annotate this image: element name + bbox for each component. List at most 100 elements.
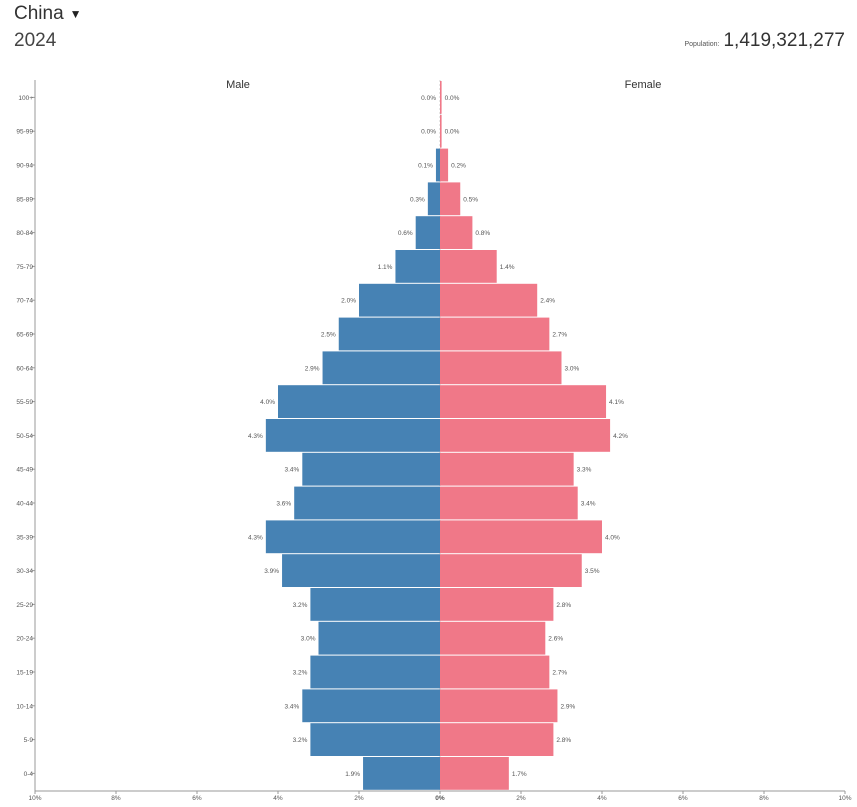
age-group-label: 45-49	[16, 467, 33, 474]
male-bar	[395, 250, 440, 283]
male-value-label: 0.1%	[418, 163, 433, 170]
male-value-label: 3.2%	[293, 670, 308, 677]
country-name: China	[14, 3, 64, 24]
age-group-label: 85-89	[16, 196, 33, 203]
male-value-label: 3.0%	[301, 636, 316, 643]
male-value-label: 0.6%	[398, 230, 413, 237]
male-bar	[278, 385, 440, 418]
age-group-label: 5-9	[24, 737, 34, 744]
female-value-label: 3.4%	[581, 501, 596, 508]
age-group-label: 40-44	[16, 501, 33, 508]
female-value-label: 4.1%	[609, 399, 624, 406]
female-value-label: 4.0%	[605, 534, 620, 541]
female-bar	[440, 385, 607, 418]
male-label: Male	[226, 79, 250, 91]
male-value-label: 3.9%	[264, 568, 279, 575]
female-label: Female	[625, 79, 662, 91]
female-bar	[440, 114, 442, 148]
female-value-label: 2.8%	[556, 737, 571, 744]
male-bar	[338, 317, 440, 351]
female-value-label: 0.0%	[445, 95, 460, 102]
x-tick-label: 10%	[838, 795, 851, 802]
male-bar	[310, 655, 440, 689]
age-group-label: 90-94	[16, 163, 33, 170]
female-value-label: 3.5%	[585, 568, 600, 575]
female-bar	[440, 554, 582, 587]
x-tick-label: 4%	[273, 795, 283, 802]
male-bar	[322, 351, 440, 385]
male-bar	[302, 452, 440, 486]
male-value-label: 3.4%	[284, 467, 299, 474]
male-value-label: 4.3%	[248, 433, 263, 440]
female-value-label: 3.3%	[577, 467, 592, 474]
female-value-label: 3.0%	[565, 365, 580, 372]
male-bar	[265, 520, 440, 554]
male-value-label: 4.3%	[248, 534, 263, 541]
population-value: 1,419,321,277	[723, 30, 845, 51]
female-bar	[440, 182, 461, 216]
female-value-label: 4.2%	[613, 433, 628, 440]
age-group-label: 70-74	[16, 298, 33, 305]
male-value-label: 0.0%	[421, 129, 436, 136]
male-value-label: 3.4%	[284, 703, 299, 710]
male-value-label: 2.0%	[341, 298, 356, 305]
male-bar	[302, 689, 440, 723]
female-value-label: 0.0%	[445, 129, 460, 136]
x-tick-label: 2%	[354, 795, 364, 802]
age-group-label: 95-99	[16, 129, 33, 136]
female-value-label: 2.8%	[556, 602, 571, 609]
male-bar	[294, 486, 440, 520]
female-bar	[440, 81, 442, 114]
age-group-label: 15-19	[16, 670, 33, 677]
male-bar	[359, 283, 440, 317]
x-tick-label: 0%	[435, 795, 445, 802]
female-value-label: 2.7%	[552, 670, 567, 677]
female-value-label: 2.7%	[552, 332, 567, 339]
male-bar	[310, 723, 440, 756]
female-bar	[440, 689, 558, 723]
dropdown-caret-icon[interactable]: ▼	[69, 7, 82, 21]
population-label: Population:	[684, 41, 720, 48]
male-value-label: 0.0%	[421, 95, 436, 102]
female-bar	[440, 588, 554, 621]
age-group-label: 30-34	[16, 568, 33, 575]
female-value-label: 0.8%	[475, 230, 490, 237]
country-selector[interactable]: China ▼	[14, 3, 82, 25]
year-label: 2024	[14, 30, 57, 51]
male-value-label: 3.2%	[293, 737, 308, 744]
female-bar	[440, 757, 509, 790]
age-group-label: 0-4	[24, 771, 34, 778]
age-group-label: 80-84	[16, 230, 33, 237]
female-bar	[440, 351, 562, 385]
male-bar	[318, 621, 440, 655]
male-bar	[435, 148, 440, 182]
x-tick-label: 6%	[678, 795, 688, 802]
female-value-label: 2.9%	[560, 703, 575, 710]
female-bar	[440, 148, 449, 182]
x-tick-label: 8%	[111, 795, 121, 802]
age-group-label: 60-64	[16, 365, 33, 372]
female-bar	[440, 723, 554, 756]
female-value-label: 2.6%	[548, 636, 563, 643]
age-group-label: 100+	[18, 95, 33, 102]
male-value-label: 2.9%	[305, 365, 320, 372]
x-tick-label: 6%	[192, 795, 202, 802]
age-group-label: 25-29	[16, 602, 33, 609]
female-bar	[440, 486, 578, 520]
female-bar	[440, 216, 473, 249]
female-value-label: 1.4%	[500, 264, 515, 271]
female-bar	[440, 655, 550, 689]
male-value-label: 0.3%	[410, 196, 425, 203]
age-group-label: 50-54	[16, 433, 33, 440]
female-bar	[440, 317, 550, 351]
x-tick-label: 2%	[516, 795, 526, 802]
female-bar	[440, 452, 574, 486]
male-value-label: 1.9%	[345, 771, 360, 778]
male-bar	[427, 182, 440, 216]
female-value-label: 0.2%	[451, 163, 466, 170]
male-value-label: 3.6%	[276, 501, 291, 508]
female-value-label: 0.5%	[463, 196, 478, 203]
female-bar	[440, 250, 497, 283]
female-value-label: 2.4%	[540, 298, 555, 305]
